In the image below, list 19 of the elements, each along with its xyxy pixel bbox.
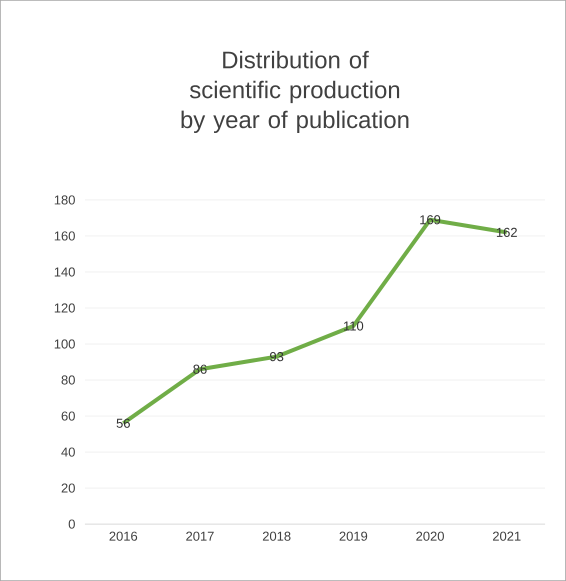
y-tick-label: 20	[62, 483, 75, 493]
y-tick-label: 140	[54, 267, 75, 277]
y-tick-label: 100	[54, 339, 75, 349]
y-tick-label: 180	[54, 195, 75, 205]
y-tick-label: 160	[54, 231, 75, 241]
y-tick-label: 40	[61, 447, 75, 457]
x-tick-label: 2019	[340, 532, 368, 541]
x-tick-label: 2016	[110, 532, 138, 541]
y-tick-label: 0	[68, 519, 75, 529]
data-label: 56	[116, 418, 130, 428]
x-tick-label: 2018	[262, 532, 291, 541]
x-tick-label: 2020	[416, 532, 444, 541]
x-tick-label: 2017	[186, 532, 214, 541]
x-tick-label: 2021	[492, 532, 521, 541]
y-tick-label: 60	[62, 411, 75, 421]
y-tick-label: 80	[62, 375, 75, 385]
chart-title: Distribution of scientific production by year of publication	[182, 50, 408, 133]
data-label: 162	[496, 228, 517, 237]
y-tick-label: 120	[54, 303, 75, 313]
